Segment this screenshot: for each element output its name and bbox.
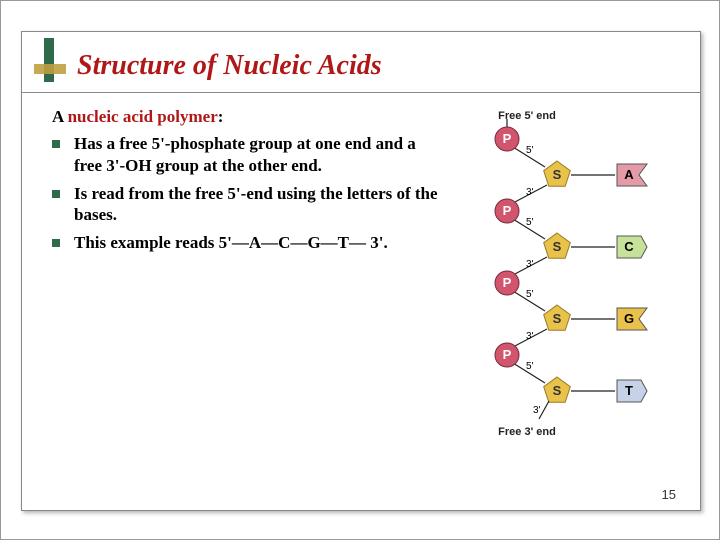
nucleic-acid-diagram: Free 5' end5'PSA3'5'PSC3'5'PSG3'5'PST3'F… (447, 107, 682, 453)
svg-text:T: T (625, 383, 633, 398)
svg-text:5': 5' (526, 145, 534, 156)
svg-text:3': 3' (526, 259, 534, 270)
svg-text:A: A (624, 167, 634, 182)
svg-text:S: S (553, 239, 562, 254)
svg-text:5': 5' (526, 361, 534, 372)
bullet-item: Has a free 5'-phosphate group at one end… (52, 133, 447, 177)
intro-line: A nucleic acid polymer: (52, 107, 447, 127)
svg-text:S: S (553, 383, 562, 398)
svg-text:3': 3' (533, 405, 541, 416)
svg-text:C: C (624, 239, 634, 254)
svg-text:P: P (503, 347, 512, 362)
bullet-item: This example reads 5'—A—C—G—T— 3'. (52, 232, 447, 254)
svg-text:P: P (503, 203, 512, 218)
slide-header: Structure of Nucleic Acids (22, 32, 700, 93)
svg-text:G: G (624, 311, 634, 326)
svg-text:S: S (553, 167, 562, 182)
bullet-item: Is read from the free 5'-end using the l… (52, 183, 447, 227)
intro-prefix: A (52, 107, 68, 126)
header-accent-vertical (44, 38, 54, 82)
slide: Structure of Nucleic Acids A nucleic aci… (21, 31, 701, 511)
svg-text:5': 5' (526, 217, 534, 228)
text-column: A nucleic acid polymer: Has a free 5'-ph… (52, 107, 447, 453)
diagram-column: Free 5' end5'PSA3'5'PSC3'5'PSG3'5'PST3'F… (447, 107, 682, 453)
intro-highlight: nucleic acid polymer (68, 107, 218, 126)
header-accent-horizontal (34, 64, 66, 74)
svg-text:P: P (503, 131, 512, 146)
bullet-list: Has a free 5'-phosphate group at one end… (52, 133, 447, 254)
svg-text:3': 3' (526, 187, 534, 198)
svg-text:S: S (553, 311, 562, 326)
svg-text:5': 5' (526, 289, 534, 300)
svg-text:P: P (503, 275, 512, 290)
svg-text:3': 3' (526, 331, 534, 342)
slide-title: Structure of Nucleic Acids (77, 50, 680, 82)
intro-suffix: : (218, 107, 224, 126)
page-number: 15 (662, 487, 676, 502)
slide-content: A nucleic acid polymer: Has a free 5'-ph… (22, 93, 700, 461)
svg-text:Free 3' end: Free 3' end (498, 426, 556, 438)
